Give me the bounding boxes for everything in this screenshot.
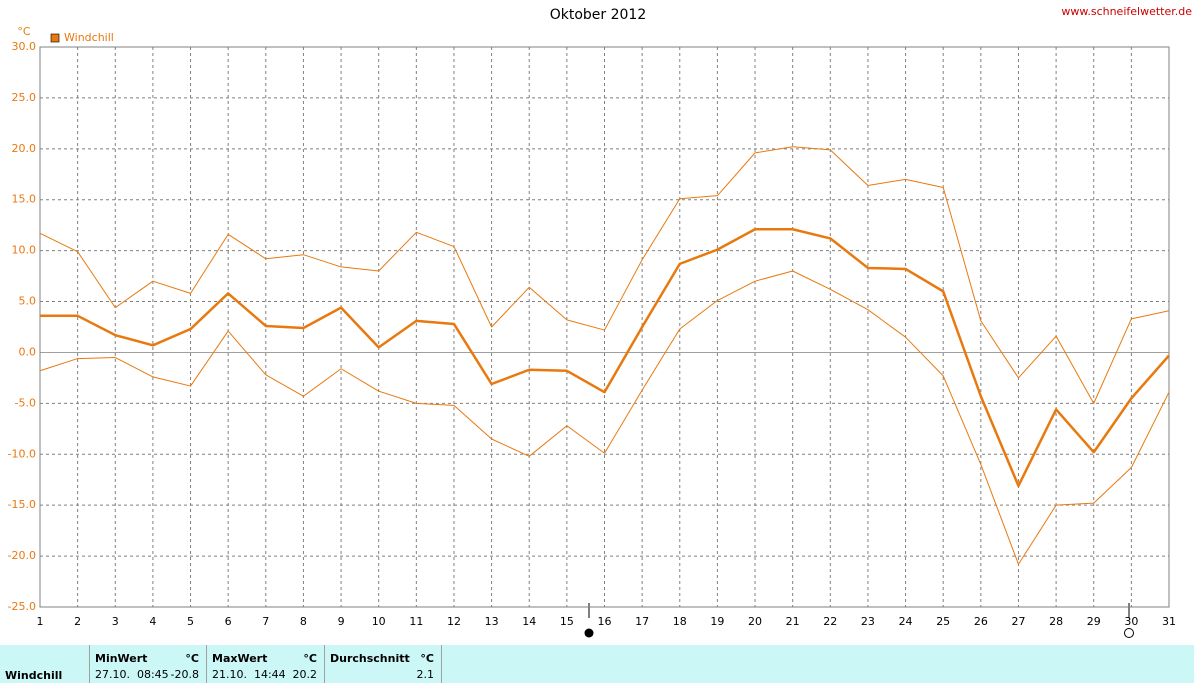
table-block: MaxWert °C 21.10. 14:44 20.2 <box>206 645 325 683</box>
column-unit: °C <box>303 652 317 665</box>
data-line <box>39 270 1170 565</box>
column-value: 2.1 <box>416 668 435 681</box>
x-tick-label: 12 <box>447 615 461 628</box>
legend-swatch <box>50 33 60 43</box>
x-tick-label: 24 <box>899 615 913 628</box>
x-tick-label: 29 <box>1087 615 1101 628</box>
data-line <box>40 228 1170 488</box>
source-link[interactable]: www.schneifelwetter.de <box>1061 5 1192 18</box>
table-label: Windchill <box>5 669 63 682</box>
full-moon-icon <box>584 628 594 638</box>
y-tick-label: -25.0 <box>8 600 36 613</box>
column-time: 27.10. 08:45 <box>95 668 169 681</box>
column-time: 21.10. 14:44 <box>212 668 286 681</box>
x-tick-label: 15 <box>560 615 574 628</box>
y-tick-label: -5.0 <box>15 396 36 409</box>
plot-frame <box>39 46 1170 608</box>
y-tick-label: -10.0 <box>8 447 36 460</box>
new-moon-icon <box>1124 628 1134 638</box>
legend-label: Windchill <box>64 31 114 44</box>
x-tick-label: 21 <box>786 615 800 628</box>
x-tick-label: 16 <box>598 615 612 628</box>
y-tick-label: 5.0 <box>19 295 37 308</box>
x-tick-label: 10 <box>372 615 386 628</box>
x-tick-label: 3 <box>112 615 119 628</box>
stats-table: Windchill MinWert °C 27.10. 08:45 -20.8 MaxWe… <box>0 645 1194 683</box>
y-tick-label: 15.0 <box>12 193 37 206</box>
x-tick-label: 9 <box>338 615 345 628</box>
x-tick-label: 1 <box>37 615 44 628</box>
column-unit: °C <box>420 652 434 665</box>
x-tick-label: 17 <box>635 615 649 628</box>
x-tick-label: 26 <box>974 615 988 628</box>
chart: Oktober 2012 www.schneifelwetter.de °C 1… <box>8 5 1192 638</box>
x-tick-label: 5 <box>187 615 194 628</box>
y-tick-label: -20.0 <box>8 549 36 562</box>
x-tick-label: 27 <box>1011 615 1025 628</box>
x-tick-label: 6 <box>225 615 232 628</box>
x-tick-label: 19 <box>710 615 724 628</box>
y-tick-label: 30.0 <box>12 40 37 53</box>
x-tick-label: 18 <box>673 615 687 628</box>
x-tick-label: 7 <box>262 615 269 628</box>
y-tick-label: -15.0 <box>8 498 36 511</box>
table-block <box>441 645 442 683</box>
column-header: Durchschnitt <box>330 652 410 665</box>
x-tick-label: 13 <box>485 615 499 628</box>
x-tick-label: 20 <box>748 615 762 628</box>
table-block: MinWert °C 27.10. 08:45 -20.8 <box>89 645 207 683</box>
column-header: MaxWert <box>212 652 268 665</box>
x-tick-label: 28 <box>1049 615 1063 628</box>
chart-title: Oktober 2012 <box>550 7 647 23</box>
y-unit: °C <box>17 25 31 38</box>
column-unit: °C <box>185 652 199 665</box>
y-tick-label: 20.0 <box>12 142 37 155</box>
x-tick-label: 31 <box>1162 615 1176 628</box>
x-tick-label: 11 <box>409 615 423 628</box>
y-tick-label: 10.0 <box>12 244 37 257</box>
column-value: -20.8 <box>170 668 199 681</box>
x-tick-label: 30 <box>1124 615 1138 628</box>
table-block: Durchschnitt °C 2.1 <box>324 645 442 683</box>
y-tick-label: 0.0 <box>19 345 37 358</box>
x-tick-label: 25 <box>936 615 950 628</box>
x-tick-label: 8 <box>300 615 307 628</box>
x-tick-label: 4 <box>149 615 156 628</box>
x-tick-label: 22 <box>823 615 837 628</box>
x-tick-label: 2 <box>74 615 81 628</box>
column-value: 20.2 <box>292 668 318 681</box>
x-tick-label: 14 <box>522 615 536 628</box>
column-header: MinWert <box>95 652 148 665</box>
x-tick-label: 23 <box>861 615 875 628</box>
y-tick-label: 25.0 <box>12 91 37 104</box>
data-line <box>39 146 1170 404</box>
